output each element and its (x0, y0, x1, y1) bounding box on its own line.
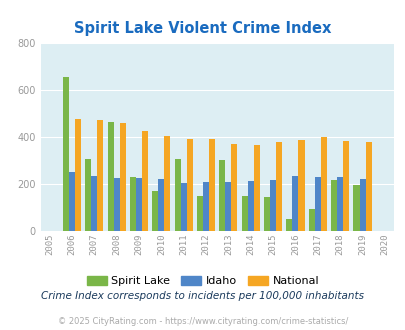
Bar (269, 181, 275, 231)
Bar (164, 136, 170, 231)
Bar (97, 120, 103, 231)
Bar (142, 131, 148, 231)
Bar (253, 145, 259, 231)
Bar (219, 160, 225, 231)
Bar (364, 142, 371, 231)
Bar (130, 177, 136, 231)
Bar (209, 139, 215, 231)
Bar (119, 123, 126, 231)
Bar (286, 219, 292, 231)
Bar (241, 196, 247, 231)
Bar (358, 179, 364, 231)
Bar (336, 178, 342, 231)
Bar (320, 137, 326, 231)
Bar (136, 178, 142, 231)
Bar (353, 185, 358, 231)
Bar (231, 145, 237, 231)
Text: © 2025 CityRating.com - https://www.cityrating.com/crime-statistics/: © 2025 CityRating.com - https://www.city… (58, 317, 347, 326)
Text: Spirit Lake Violent Crime Index: Spirit Lake Violent Crime Index (74, 21, 331, 36)
Text: Crime Index corresponds to incidents per 100,000 inhabitants: Crime Index corresponds to incidents per… (41, 291, 364, 301)
Bar (91, 176, 97, 231)
Bar (292, 177, 298, 231)
Bar (158, 179, 164, 231)
Bar (247, 181, 253, 231)
Bar (75, 118, 81, 231)
Bar (225, 182, 231, 231)
Bar (196, 196, 202, 231)
Bar (342, 141, 348, 231)
Bar (308, 209, 314, 231)
Legend: Spirit Lake, Idaho, National: Spirit Lake, Idaho, National (82, 271, 323, 290)
Bar (186, 139, 192, 231)
Bar (275, 142, 281, 231)
Bar (107, 122, 113, 231)
Bar (63, 77, 69, 231)
Bar (180, 183, 186, 231)
Bar (69, 172, 75, 231)
Bar (152, 191, 158, 231)
Bar (314, 178, 320, 231)
Bar (263, 197, 269, 231)
Bar (174, 159, 180, 231)
Bar (113, 178, 119, 231)
Bar (298, 140, 304, 231)
Bar (330, 181, 336, 231)
Bar (202, 182, 209, 231)
Bar (85, 159, 91, 231)
